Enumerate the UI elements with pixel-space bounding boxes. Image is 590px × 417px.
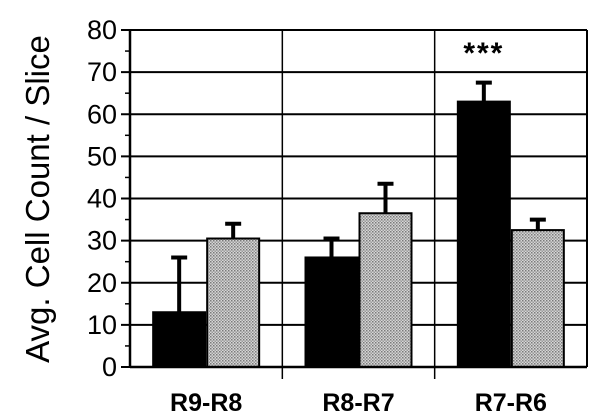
y-tick-label: 60 — [87, 99, 117, 129]
x-tick-label: R7-R6 — [475, 389, 547, 417]
bar — [456, 100, 511, 369]
y-tick-label: 80 — [87, 15, 117, 45]
bar — [358, 212, 413, 368]
axes — [121, 29, 588, 369]
y-tick-label: 70 — [87, 57, 117, 87]
bar — [152, 311, 207, 368]
significance-annotation: *** — [463, 37, 504, 70]
y-tick-label: 0 — [102, 352, 117, 382]
bar — [206, 237, 261, 368]
bars — [152, 80, 565, 369]
y-tick-label: 10 — [87, 310, 117, 340]
x-tick-label: R9-R8 — [170, 389, 242, 417]
y-tick-label: 20 — [87, 268, 117, 298]
bar — [510, 229, 565, 368]
bar — [304, 256, 359, 369]
y-tick-label: 40 — [87, 184, 117, 214]
y-tick-label: 30 — [87, 226, 117, 256]
x-tick-label: R8-R7 — [322, 389, 394, 417]
tick-labels: 0 10 20 30 40 50 60 70 80 R9-R8 R8-R7 R7-R6 *** — [87, 15, 547, 417]
y-axis-title: Avg. Cell Count / Slice — [19, 35, 56, 363]
y-tick-label: 50 — [87, 141, 117, 171]
